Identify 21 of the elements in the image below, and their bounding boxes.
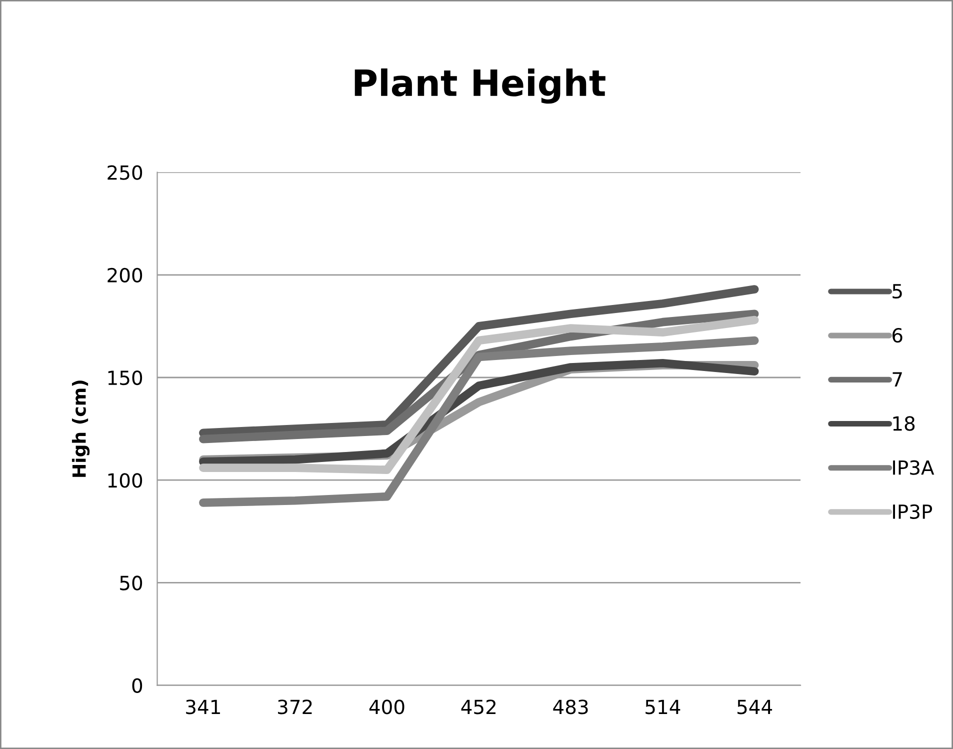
x-tick-label: 400: [369, 700, 404, 714]
legend-label: 5: [892, 284, 902, 299]
legend-label: IP3P: [893, 504, 932, 520]
legend-label: 18: [893, 416, 915, 431]
legend-label: 7: [892, 372, 902, 386]
y-tick-label: 100: [108, 473, 142, 488]
y-axis-title: High (cm): [72, 380, 90, 477]
chart-title: Plant Height: [354, 68, 606, 104]
x-tick-label: 372: [278, 700, 312, 714]
x-tick-label: 341: [186, 700, 220, 714]
x-tick-label: 544: [738, 700, 772, 714]
y-tick-label: 250: [108, 165, 142, 180]
y-tick-label: 150: [108, 370, 142, 386]
x-tick-label: 483: [553, 700, 588, 714]
legend-label: IP3A: [893, 460, 934, 475]
x-tick-label: 514: [646, 700, 680, 714]
x-tick-label: 452: [461, 700, 496, 714]
legend-label: 6: [892, 328, 902, 343]
y-tick-label: 0: [132, 678, 142, 693]
y-tick-label: 200: [108, 268, 142, 283]
y-tick-label: 50: [120, 576, 142, 590]
